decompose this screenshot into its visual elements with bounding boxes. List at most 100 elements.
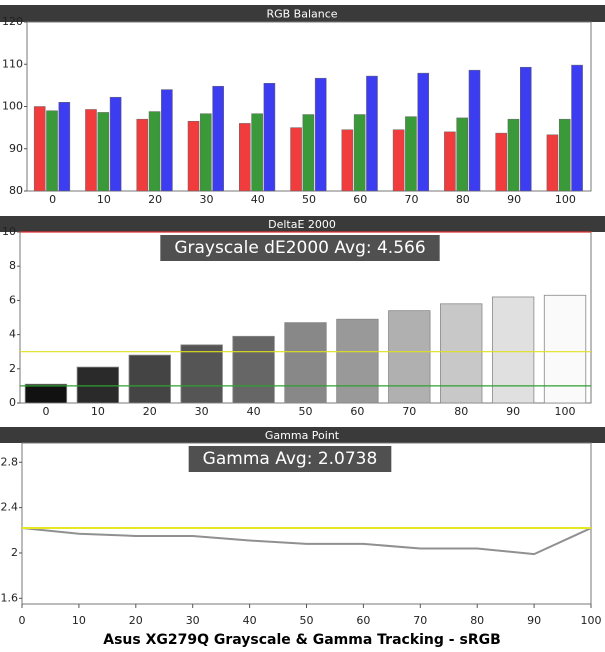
x-tick-label: 100 <box>555 193 576 206</box>
x-tick-label: 30 <box>186 614 200 627</box>
x-tick-label: 60 <box>350 405 364 418</box>
bar <box>571 64 583 192</box>
bar <box>200 113 212 192</box>
x-tick-label: 100 <box>581 614 602 627</box>
bar <box>128 354 171 404</box>
y-tick-label: 100 <box>2 100 23 113</box>
bar <box>76 366 120 404</box>
caption: Asus XG279Q Grayscale & Gamma Tracking -… <box>103 632 501 648</box>
x-tick-label: 10 <box>72 614 86 627</box>
y-tick-label: 6 <box>9 293 16 306</box>
title-strip <box>0 427 605 443</box>
y-tick-label: 2.8 <box>1 455 19 468</box>
x-tick-label: 20 <box>143 405 157 418</box>
bar <box>495 132 507 192</box>
bar <box>187 121 200 192</box>
bar <box>136 118 149 192</box>
y-tick-label: 90 <box>9 142 23 155</box>
y-tick-label: 120 <box>2 15 23 28</box>
annotation: Grayscale dE2000 Avg: 4.566 <box>174 238 425 258</box>
x-tick-label: 90 <box>527 614 541 627</box>
x-tick-label: 0 <box>42 405 49 418</box>
bar <box>546 134 559 192</box>
bar <box>284 322 327 404</box>
x-tick-label: 20 <box>129 614 143 627</box>
y-tick-label: 2 <box>11 546 18 559</box>
x-tick-label: 50 <box>299 405 313 418</box>
bar <box>341 129 354 192</box>
x-tick-label: 80 <box>456 193 470 206</box>
bar <box>46 110 58 192</box>
bar <box>405 116 417 192</box>
x-tick-label: 50 <box>302 193 316 206</box>
title-strip <box>0 5 605 22</box>
bar <box>58 102 71 192</box>
bar <box>212 85 224 192</box>
annotation-box <box>160 235 440 261</box>
bar <box>24 383 68 404</box>
bar <box>161 89 173 192</box>
bar <box>263 83 276 192</box>
bar <box>491 296 535 404</box>
x-tick-label: 70 <box>413 614 427 627</box>
bar <box>302 114 315 192</box>
x-tick-label: 50 <box>300 614 314 627</box>
bar <box>507 118 520 192</box>
y-tick-label: 0 <box>9 396 16 409</box>
bar <box>456 117 468 192</box>
bar <box>251 113 263 192</box>
x-tick-label: 10 <box>97 193 111 206</box>
x-tick-label: 40 <box>247 405 261 418</box>
bar <box>392 129 405 192</box>
x-tick-label: 70 <box>405 193 419 206</box>
annotation-box <box>188 446 392 472</box>
x-tick-label: 70 <box>402 405 416 418</box>
x-tick-label: 80 <box>470 614 484 627</box>
chart-title: RGB Balance <box>266 8 337 21</box>
y-tick-label: 1.6 <box>1 591 19 604</box>
x-tick-label: 20 <box>148 193 162 206</box>
bar <box>388 310 431 404</box>
title-strip <box>0 216 605 232</box>
x-tick-label: 30 <box>199 193 213 206</box>
x-tick-label: 30 <box>195 405 209 418</box>
bar <box>336 318 379 404</box>
y-tick-label: 10 <box>2 225 16 238</box>
bar <box>558 118 571 192</box>
bar <box>314 77 327 192</box>
x-tick-label: 0 <box>19 614 26 627</box>
y-tick-label: 80 <box>9 184 23 197</box>
bar <box>85 109 97 192</box>
bar <box>444 131 456 192</box>
annotation: Gamma Avg: 2.0738 <box>203 449 378 469</box>
y-tick-label: 2.4 <box>1 501 19 514</box>
chart-title: Gamma Point <box>265 429 340 442</box>
bar <box>97 112 110 192</box>
x-tick-label: 100 <box>555 405 576 418</box>
y-tick-label: 2 <box>9 362 16 375</box>
x-tick-label: 60 <box>353 193 367 206</box>
x-tick-label: 40 <box>243 614 257 627</box>
bar <box>417 72 430 192</box>
x-tick-label: 40 <box>251 193 265 206</box>
bar <box>290 127 302 192</box>
x-tick-label: 0 <box>49 193 56 206</box>
bar <box>232 335 275 404</box>
x-tick-label: 90 <box>507 193 521 206</box>
bar <box>239 123 251 192</box>
x-tick-label: 90 <box>506 405 520 418</box>
bar <box>148 111 161 192</box>
bar <box>440 303 483 404</box>
bar <box>353 114 366 192</box>
gamma-line <box>21 527 592 556</box>
chart-title: DeltaE 2000 <box>268 218 336 231</box>
bar <box>366 75 378 192</box>
y-tick-label: 110 <box>2 57 23 70</box>
y-tick-label: 4 <box>9 328 16 341</box>
y-tick-label: 8 <box>9 259 16 272</box>
bar <box>180 344 223 404</box>
x-tick-label: 10 <box>91 405 105 418</box>
bar <box>519 66 532 192</box>
bar <box>33 106 46 192</box>
